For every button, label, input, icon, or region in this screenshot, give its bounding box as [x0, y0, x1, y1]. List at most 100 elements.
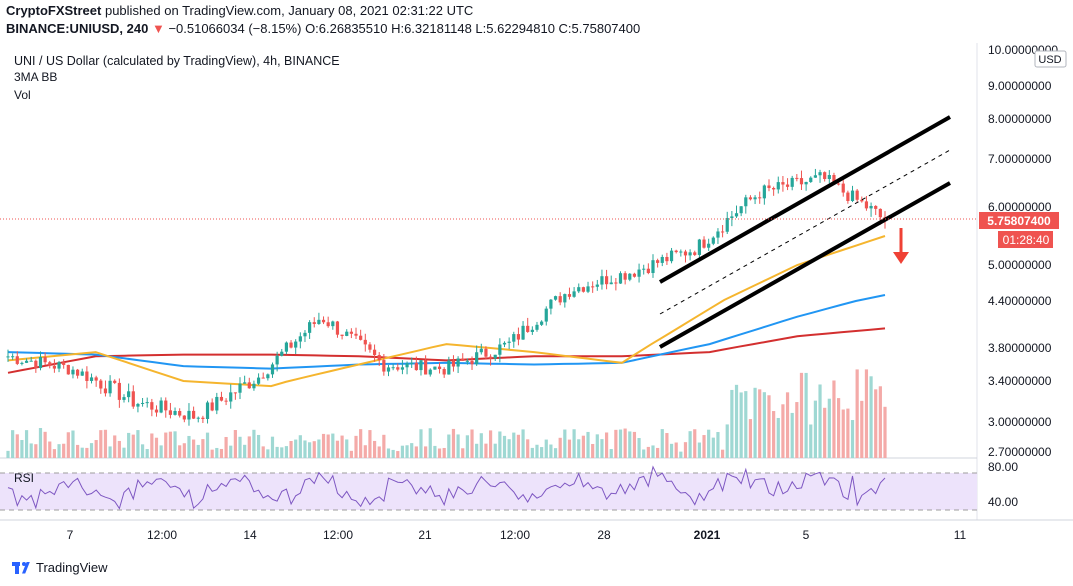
volume-bar — [178, 445, 182, 458]
candle-body — [331, 321, 335, 327]
volume-bar — [785, 392, 790, 458]
candle-body — [80, 371, 84, 376]
candle-body — [869, 205, 873, 209]
volume-bar — [382, 434, 386, 458]
ohlc-values: O:6.26835510 H:6.32181148 L:5.62294810 C… — [305, 21, 641, 36]
volume-bar — [693, 429, 697, 458]
time-tick-label: 12:00 — [323, 528, 353, 542]
candle-body — [790, 177, 794, 187]
volume-bar — [488, 430, 493, 458]
down-triangle-icon: ▼ — [151, 21, 165, 36]
candle-body — [52, 365, 57, 369]
candle-body — [433, 366, 437, 370]
volume-bar — [113, 435, 117, 458]
tradingview-logo-icon — [12, 561, 30, 574]
time-tick-label: 11 — [954, 528, 967, 542]
candle-body — [289, 342, 293, 348]
candle-body — [748, 197, 753, 200]
volume-bar — [818, 384, 822, 458]
volume-bar — [233, 430, 237, 458]
candle-body — [618, 273, 623, 284]
volume-bar — [688, 431, 692, 458]
candle-body — [57, 362, 61, 369]
price-tick-label: 9.00000000 — [988, 79, 1052, 93]
volume-bar — [804, 372, 808, 458]
candle-body — [308, 322, 312, 333]
candle-body — [549, 299, 553, 309]
tradingview-footer[interactable]: TradingView — [12, 560, 108, 575]
candle-body — [62, 362, 66, 365]
candle-body — [261, 377, 265, 379]
candle-body — [187, 410, 191, 420]
candle-body — [864, 201, 869, 209]
time-tick-label: 5 — [803, 528, 810, 542]
candle-body — [103, 388, 108, 394]
candle-body — [479, 348, 483, 353]
volume-bar — [192, 439, 196, 458]
price-axis[interactable]: 10.000000009.000000008.000000007.0000000… — [988, 43, 1058, 509]
currency-badge-label: USD — [1038, 54, 1061, 66]
publish-line: CryptoFXStreet published on TradingView.… — [6, 3, 473, 18]
indicator-ma-bb[interactable]: 3MA BB — [14, 70, 58, 84]
volume-bar — [289, 440, 293, 458]
rsi-label: RSI — [14, 471, 34, 485]
volume-bar — [479, 433, 483, 458]
candle-body — [781, 182, 785, 185]
volume-bar — [15, 434, 19, 458]
candle-body — [326, 322, 330, 327]
candle-body — [488, 356, 493, 359]
candle-body — [196, 417, 200, 419]
candle-body — [410, 362, 414, 364]
volume-bar — [117, 440, 121, 458]
ascending-channel — [659, 115, 951, 349]
price-tick-label: 3.00000000 — [988, 415, 1052, 429]
candle-body — [192, 410, 196, 419]
volume-bar — [544, 439, 548, 458]
channel-lower-line — [659, 181, 951, 349]
candle-body — [475, 352, 479, 365]
volume-bar — [187, 435, 191, 458]
volume-bar — [386, 448, 391, 458]
candle-body — [219, 396, 224, 401]
candle-body — [762, 185, 766, 199]
volume-bar — [809, 424, 813, 458]
volume-bar — [303, 440, 307, 458]
time-tick-label: 14 — [243, 528, 257, 542]
volume-bar — [391, 449, 395, 458]
indicator-volume[interactable]: Vol — [14, 88, 31, 102]
chart-title[interactable]: UNI / US Dollar (calculated by TradingVi… — [14, 54, 340, 68]
volume-bar — [38, 428, 43, 458]
candle-body — [595, 284, 599, 287]
volume-bar — [261, 446, 265, 458]
volume-bar — [572, 429, 576, 458]
candle-body — [229, 392, 233, 402]
volume-bars — [6, 369, 887, 458]
candle-body — [372, 349, 377, 356]
candle-body — [359, 335, 363, 340]
candle-body — [540, 321, 544, 325]
time-tick-label: 28 — [597, 528, 611, 542]
candle-body — [702, 239, 706, 248]
volume-bar — [154, 437, 159, 458]
candle-body — [178, 411, 182, 416]
volume-bar — [252, 429, 256, 458]
publisher-name: CryptoFXStreet — [6, 3, 102, 18]
candle-body — [725, 217, 729, 232]
candle-body — [136, 403, 140, 407]
volume-bar — [66, 432, 70, 458]
volume-bar — [781, 404, 785, 458]
volume-bar — [419, 429, 423, 458]
volume-bar — [433, 445, 437, 458]
currency-badge[interactable] — [1034, 50, 1067, 68]
candle-body — [127, 391, 131, 398]
candle-body — [744, 197, 748, 207]
candle-body — [145, 402, 149, 404]
volume-bar — [308, 442, 312, 458]
candle-body — [210, 402, 214, 411]
candle-body — [94, 377, 98, 381]
time-axis[interactable]: 7 12:00 14 12:00 21 12:00 28 2021 5 11 — [67, 528, 967, 542]
candle-body — [437, 366, 442, 370]
volume-bar — [201, 439, 205, 458]
candle-body — [303, 332, 307, 337]
